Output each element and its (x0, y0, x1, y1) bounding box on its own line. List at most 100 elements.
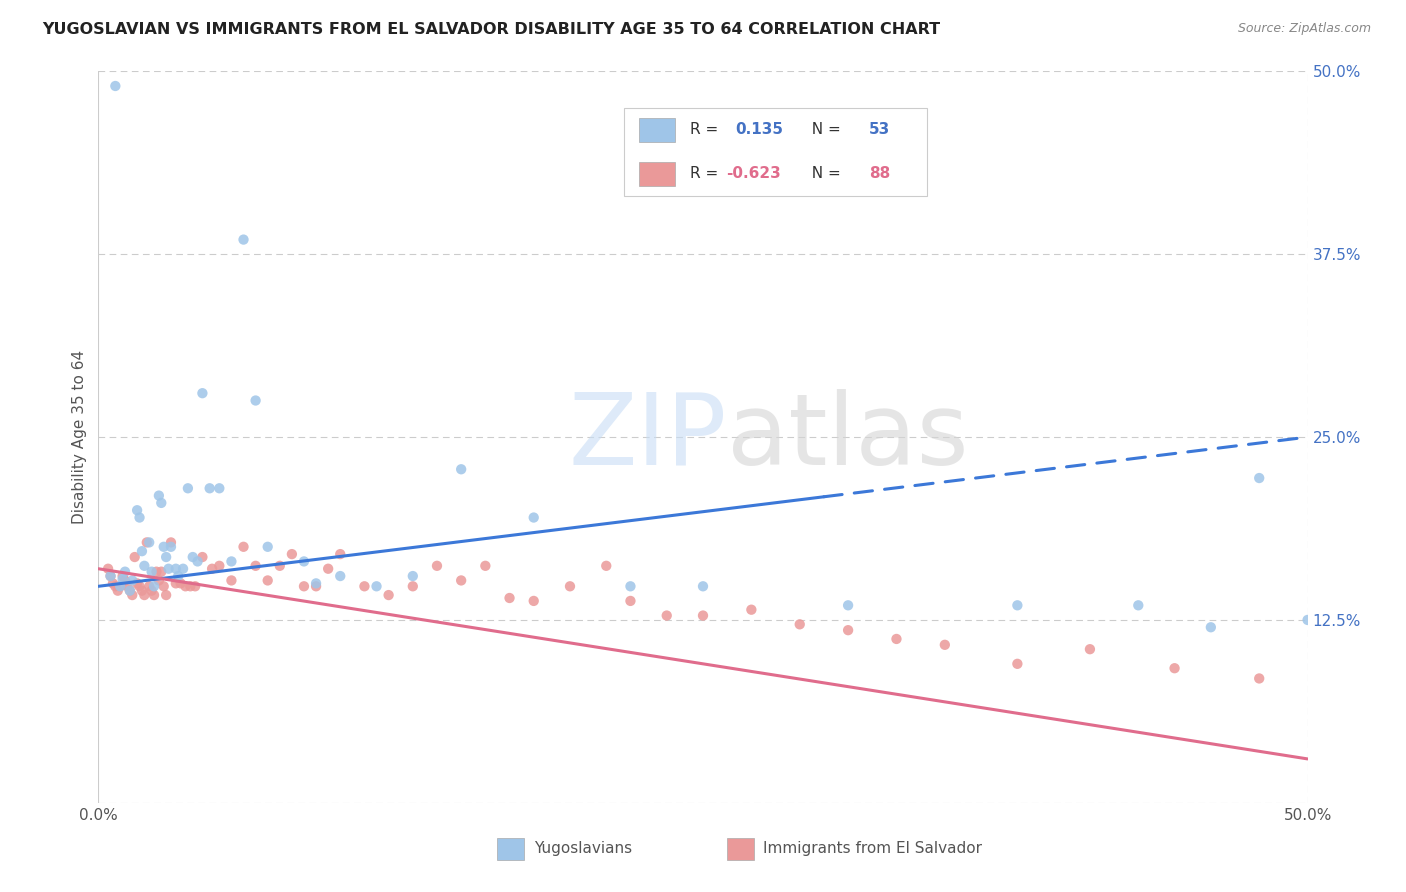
Point (174, 579, 197, 593)
Point (1128, 599, 1150, 613)
Point (450, 462, 472, 476)
Point (256, 540, 278, 554)
Text: atlas: atlas (727, 389, 969, 485)
Point (191, 549, 214, 564)
Text: N =: N = (803, 122, 846, 137)
Text: 53: 53 (869, 122, 890, 137)
Point (101, 576, 124, 591)
Point (118, 583, 141, 598)
Point (108, 579, 131, 593)
Point (150, 565, 173, 579)
Point (179, 579, 201, 593)
Point (329, 569, 352, 583)
Point (100, 569, 122, 583)
Point (619, 594, 641, 608)
Point (100, 569, 122, 583)
Point (143, 579, 166, 593)
Point (201, 562, 224, 576)
Text: N =: N = (803, 166, 846, 181)
Point (208, 558, 231, 573)
Point (837, 623, 859, 637)
Point (172, 562, 194, 576)
Point (138, 579, 160, 593)
Point (789, 617, 811, 632)
Point (1007, 657, 1029, 671)
Point (305, 579, 328, 593)
Point (124, 549, 146, 564)
Point (97, 562, 120, 576)
Point (692, 608, 714, 623)
Point (221, 554, 243, 568)
Point (221, 574, 243, 588)
Point (134, 558, 156, 573)
Point (740, 603, 762, 617)
Bar (727, 838, 754, 860)
Point (232, 540, 254, 554)
Point (316, 562, 339, 576)
Point (292, 579, 315, 593)
Point (131, 583, 153, 598)
Point (107, 583, 129, 598)
Point (157, 562, 180, 576)
Point (377, 588, 399, 602)
Point (127, 503, 149, 517)
Point (108, 579, 131, 593)
Point (128, 579, 150, 593)
Point (118, 583, 141, 598)
Point (121, 588, 143, 602)
Point (402, 579, 425, 593)
Point (138, 535, 160, 549)
Point (934, 638, 956, 652)
Point (402, 569, 425, 583)
Point (152, 540, 174, 554)
Point (135, 535, 157, 549)
Point (104, 78, 127, 93)
Point (155, 549, 177, 564)
Point (169, 576, 191, 591)
Text: 0.135: 0.135 (735, 122, 783, 137)
Point (160, 535, 183, 549)
Point (208, 481, 231, 495)
Text: 88: 88 (869, 166, 890, 181)
Text: ZIP: ZIP (569, 389, 727, 485)
Point (1199, 620, 1222, 634)
Point (1344, 613, 1367, 627)
Point (141, 565, 163, 579)
Point (104, 579, 127, 593)
Point (1078, 642, 1101, 657)
Point (121, 574, 143, 588)
Text: Immigrants from El Salvador: Immigrants from El Salvador (763, 841, 983, 856)
Point (165, 562, 187, 576)
Point (198, 481, 221, 495)
Point (145, 565, 167, 579)
Point (165, 576, 187, 591)
Point (245, 558, 267, 573)
Point (127, 576, 149, 591)
Point (366, 579, 388, 593)
Point (148, 489, 170, 503)
Point (498, 591, 520, 605)
FancyBboxPatch shape (624, 108, 927, 195)
Point (886, 632, 908, 646)
Point (1296, 613, 1319, 627)
Point (655, 608, 678, 623)
Point (1007, 599, 1029, 613)
Text: R =: R = (690, 122, 723, 137)
Point (232, 233, 254, 247)
Point (353, 579, 375, 593)
Point (595, 558, 617, 573)
Point (148, 574, 170, 588)
Point (292, 554, 315, 568)
Point (1320, 679, 1343, 693)
Point (191, 386, 214, 401)
Point (305, 576, 328, 591)
Point (111, 569, 134, 583)
Y-axis label: Disability Age 35 to 64: Disability Age 35 to 64 (72, 350, 87, 524)
Point (128, 510, 150, 524)
Point (150, 496, 173, 510)
Point (1163, 661, 1185, 675)
Point (141, 583, 163, 598)
Point (450, 574, 472, 588)
Point (281, 547, 304, 561)
Point (256, 574, 278, 588)
